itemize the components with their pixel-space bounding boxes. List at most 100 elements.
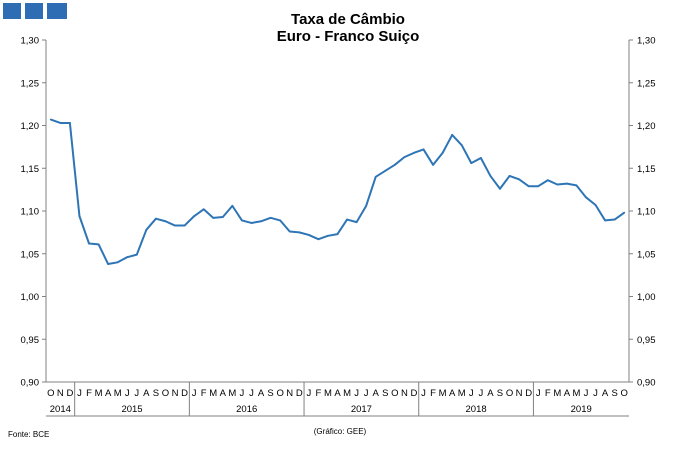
x-month-label: D (525, 388, 532, 399)
x-month-label: J (77, 388, 82, 399)
x-month-label: N (57, 388, 64, 399)
data-point (250, 222, 253, 224)
x-month-label: F (315, 388, 321, 399)
y-tick-label-right: 1,10 (637, 207, 656, 218)
data-point (193, 215, 196, 218)
data-point (269, 216, 272, 219)
data-point (460, 144, 463, 147)
data-point (68, 122, 71, 124)
x-month-label: A (449, 388, 456, 399)
y-tick-label-left: 1,25 (21, 78, 40, 89)
x-month-label: F (86, 388, 92, 399)
y-ticks-right: 0,90 0,95 1,00 1,05 1,10 1,15 1,20 1,25 1,30 (629, 36, 656, 389)
data-point (88, 242, 90, 245)
x-month-label: M (572, 388, 580, 399)
x-month-label: J (469, 388, 474, 399)
data-point (384, 169, 387, 172)
x-month-label: M (95, 388, 103, 399)
y-tick-label-left: 0,95 (21, 335, 40, 346)
y-tick-label-left: 1,00 (21, 292, 40, 303)
x-month-label: N (286, 388, 293, 399)
x-month-label: J (249, 388, 254, 399)
data-point (518, 178, 520, 181)
data-point (565, 182, 568, 185)
x-month-label: A (220, 388, 227, 399)
x-month-label: J (192, 388, 197, 399)
x-year-label: 2017 (351, 404, 372, 415)
x-month-label: M (324, 388, 332, 399)
y-tick-label-right: 1,30 (637, 36, 656, 47)
x-month-label: O (162, 388, 169, 399)
data-point (393, 163, 396, 166)
x-month-label: M (343, 388, 351, 399)
y-tick-label-left: 1,30 (21, 36, 40, 47)
x-month-label: O (391, 388, 398, 399)
x-month-label: M (114, 388, 122, 399)
x-month-label: O (621, 388, 628, 399)
x-month-label: A (105, 388, 112, 399)
series-group (49, 118, 626, 266)
data-point (202, 208, 205, 211)
data-point (508, 175, 511, 177)
data-point (298, 231, 301, 234)
data-point (336, 233, 339, 235)
data-point (355, 221, 358, 224)
x-month-label: J (593, 388, 598, 399)
data-point (346, 218, 348, 221)
data-point (135, 253, 138, 256)
x-month-label: D (411, 388, 418, 399)
x-month-label: S (497, 388, 503, 399)
x-year-label: 2014 (50, 404, 71, 415)
y-tick-label-right: 1,25 (637, 78, 656, 89)
x-month-label: A (487, 388, 494, 399)
chart-title-line2: Euro - Franco Suiço (277, 28, 420, 45)
x-month-label: A (258, 388, 265, 399)
x-month-label: A (373, 388, 380, 399)
logo-block-2 (25, 3, 43, 19)
x-month-label: S (267, 388, 273, 399)
y-tick-label-right: 1,20 (637, 121, 656, 132)
data-point (556, 183, 559, 186)
x-month-label: N (172, 388, 179, 399)
data-point (585, 196, 587, 199)
x-month-label: J (478, 388, 483, 399)
x-year-label: 2019 (571, 404, 592, 415)
data-point (78, 215, 81, 218)
data-point (49, 118, 52, 121)
logo-icon (3, 3, 67, 19)
y-tick-label-left: 0,90 (21, 378, 40, 389)
y-tick-label-right: 0,95 (637, 335, 656, 346)
data-point (97, 243, 100, 246)
y-tick-label-right: 1,00 (637, 292, 656, 303)
data-point (413, 151, 415, 154)
data-point (499, 187, 501, 190)
data-point (260, 220, 262, 223)
data-point (623, 211, 626, 214)
data-point (317, 238, 320, 241)
data-point (327, 234, 329, 237)
data-point (174, 224, 176, 227)
x-month-label: F (430, 388, 436, 399)
x-month-label: M (439, 388, 447, 399)
data-point (604, 219, 607, 222)
x-month-label: J (584, 388, 589, 399)
data-point (221, 216, 224, 218)
data-point (241, 219, 243, 222)
data-point (451, 134, 454, 136)
x-month-label: O (47, 388, 54, 399)
chart-title-line1: Taxa de Câmbio (291, 11, 405, 28)
x-month-label: S (611, 388, 617, 399)
data-point (231, 204, 234, 207)
y-tick-label-right: 1,05 (637, 249, 656, 260)
x-month-label: D (296, 388, 303, 399)
x-month-label: F (201, 388, 207, 399)
data-point (212, 216, 215, 219)
x-month-label: S (153, 388, 159, 399)
data-point (59, 122, 62, 124)
x-month-label: J (240, 388, 245, 399)
x-month-label: A (334, 388, 341, 399)
data-point (288, 230, 291, 233)
data-point (489, 175, 492, 177)
